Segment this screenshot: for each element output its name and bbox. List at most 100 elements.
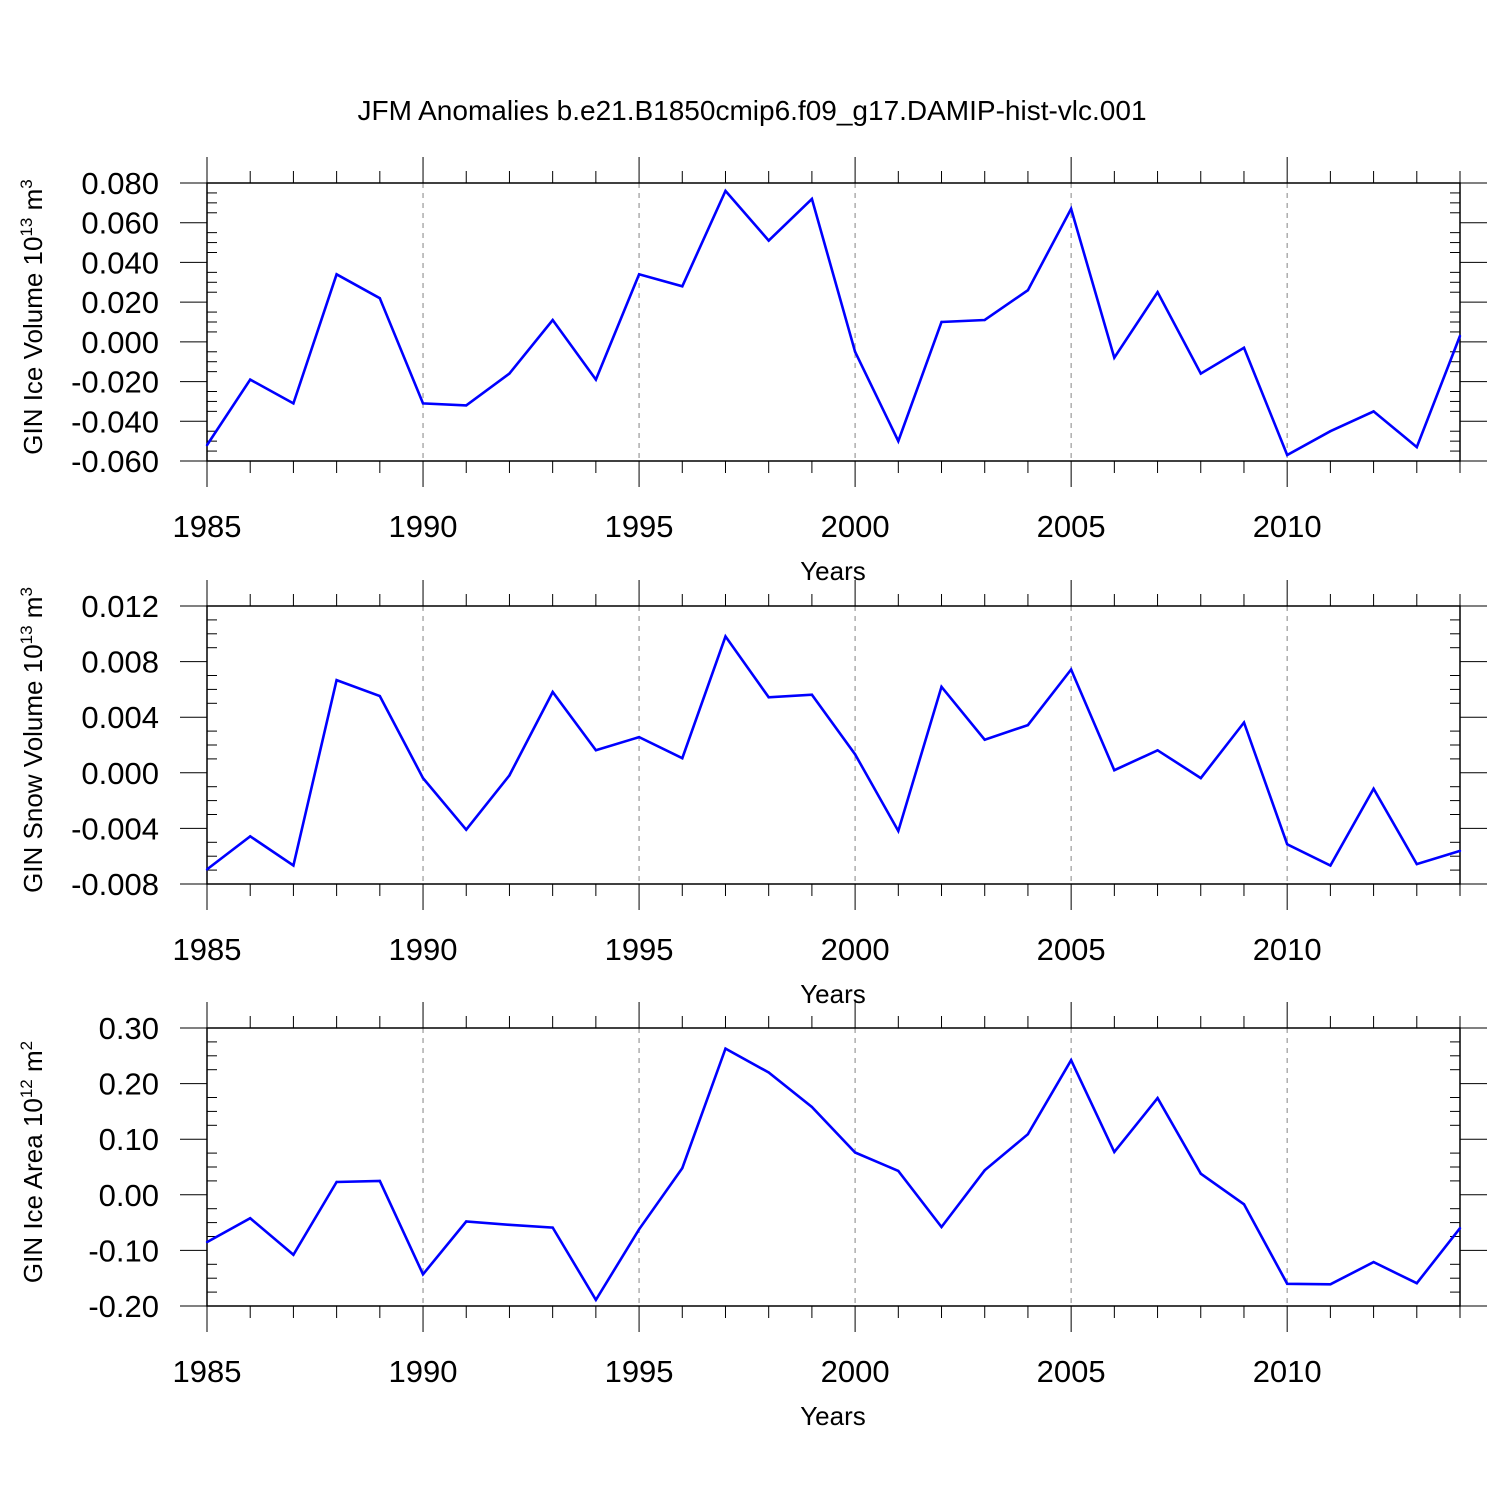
data-point [421, 402, 425, 405]
data-point [853, 350, 857, 353]
data-point [1113, 1150, 1116, 1154]
series-line-ice-area [206, 1046, 1462, 1303]
y-tick-label: 0.00 [99, 1178, 159, 1213]
data-point [292, 864, 295, 867]
y-tick-label: -0.020 [71, 365, 159, 400]
data-point [940, 685, 943, 688]
data-point [292, 402, 295, 405]
data-point [465, 828, 468, 831]
data-point [1458, 849, 1462, 853]
y-axis-title-superscript: 3 [17, 179, 36, 188]
data-point [421, 776, 425, 780]
y-axis-title: GIN Snow Volume 1013 m3 [17, 587, 48, 893]
data-point [681, 1166, 684, 1170]
y-tick-label: 0.020 [81, 285, 159, 320]
data-point [1329, 864, 1332, 867]
data-point [1415, 445, 1418, 449]
y-tick-label: 0.000 [81, 756, 159, 791]
x-tick-label: 1990 [389, 932, 458, 967]
data-point [983, 1169, 986, 1172]
y-axis-title: GIN Ice Volume 1013 m3 [17, 179, 48, 455]
data-point [1458, 1226, 1462, 1230]
y-tick-label: -0.004 [71, 811, 159, 846]
y-tick-label: 0.080 [81, 166, 159, 201]
y-tick-label: 0.000 [81, 325, 159, 360]
data-point [897, 1169, 900, 1173]
y-tick-label: -0.10 [88, 1233, 159, 1268]
x-tick-label: 2010 [1253, 1354, 1322, 1389]
y-axis-title-superscript: 13 [17, 218, 36, 237]
series-line-ice-volume [205, 188, 1462, 457]
data-point [378, 296, 382, 300]
plot-frame [206, 1027, 1461, 1307]
data-point [1458, 334, 1462, 338]
y-tick-label: 0.20 [99, 1067, 159, 1102]
x-tick-label: 2005 [1037, 509, 1106, 544]
data-point [853, 753, 857, 756]
panel-snow-volume: -0.008 -0.004 0.000 0.004 0.008 0.012 1985 1990… [17, 580, 1487, 1009]
panel-ice-area: -0.20 -0.10 0.00 0.10 0.20 0.30 1985 1990 1995 20… [17, 1002, 1487, 1431]
y-tick-label: 0.004 [81, 700, 159, 735]
x-tick-label: 1995 [605, 1354, 674, 1389]
data-point [637, 273, 641, 276]
data-point [205, 1240, 209, 1244]
data-point [810, 693, 814, 696]
x-tick-label: 2010 [1253, 932, 1322, 967]
x-tick-label: 1985 [173, 1354, 242, 1389]
data-point [205, 443, 209, 447]
data-point [1242, 346, 1246, 350]
data-point [1069, 207, 1073, 211]
x-tick-label: 2010 [1253, 509, 1322, 544]
data-point [1113, 768, 1116, 772]
data-point [594, 749, 598, 752]
data-point [810, 197, 814, 201]
panel-ice-volume: -0.060 -0.040 -0.020 0.000 0.020 0.040 0.060 0.… [17, 157, 1487, 586]
data-point [1026, 723, 1030, 727]
x-axis-title: Years [800, 979, 866, 1009]
series-line-snow-volume [206, 633, 1461, 871]
data-point [508, 1223, 511, 1227]
data-point [681, 285, 684, 288]
data-point [1372, 410, 1375, 413]
y-tick-label: 0.040 [81, 245, 159, 280]
data-point [767, 239, 770, 242]
x-tick-label: 2000 [821, 1354, 890, 1389]
y-axis-title-part: m [18, 597, 48, 626]
data-point [508, 372, 511, 375]
data-point [940, 1225, 943, 1229]
data-point [378, 694, 382, 698]
data-point [1199, 372, 1202, 375]
data-point [1242, 721, 1246, 724]
data-point [724, 189, 727, 193]
figure-title: JFM Anomalies b.e21.B1850cmip6.f09_g17.D… [357, 95, 1146, 126]
data-point [724, 1047, 727, 1050]
data-point [1329, 430, 1332, 433]
y-axis-title-part: GIN Ice Volume 10 [18, 237, 48, 455]
data-point [983, 318, 986, 322]
data-point [767, 696, 770, 699]
x-tick-label: 2005 [1037, 932, 1106, 967]
x-tick-label: 1990 [389, 1354, 458, 1389]
data-point [1199, 1172, 1202, 1175]
data-point [335, 273, 338, 276]
y-tick-label: -0.008 [71, 867, 159, 902]
data-point [1156, 291, 1159, 294]
data-point [249, 835, 252, 838]
data-point [551, 318, 554, 322]
data-point [1372, 787, 1375, 790]
y-tick-label: -0.060 [71, 444, 159, 479]
data-point [1285, 453, 1289, 457]
data-point [465, 1220, 468, 1223]
data-point [983, 738, 986, 741]
data-point [465, 404, 468, 407]
x-tick-label: 1995 [605, 932, 674, 967]
data-point [249, 1216, 252, 1220]
y-tick-label: 0.10 [99, 1122, 159, 1157]
data-point [594, 378, 598, 381]
data-point [897, 829, 900, 833]
y-tick-label: -0.040 [71, 404, 159, 439]
data-point [853, 1151, 857, 1154]
data-point [637, 735, 641, 739]
data-point [1069, 1059, 1073, 1062]
x-axis-title: Years [800, 1401, 866, 1431]
